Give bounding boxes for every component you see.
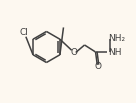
Text: O: O <box>94 61 101 71</box>
Text: Cl: Cl <box>20 28 29 37</box>
Text: NH: NH <box>108 47 122 57</box>
Text: O: O <box>70 47 77 57</box>
Text: NH₂: NH₂ <box>108 34 125 43</box>
